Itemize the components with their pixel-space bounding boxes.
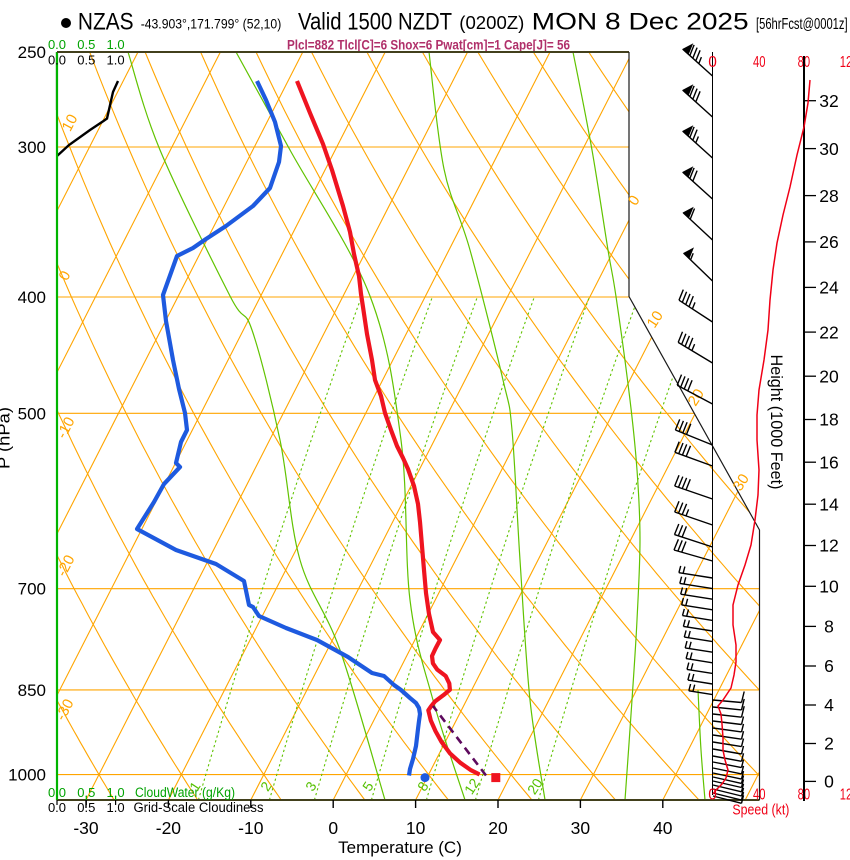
- svg-text:10: 10: [59, 112, 82, 135]
- svg-text:1.0: 1.0: [107, 37, 125, 52]
- svg-text:40: 40: [753, 787, 766, 804]
- svg-text:Height (1000 Feet): Height (1000 Feet): [767, 355, 785, 490]
- svg-text:Speed (kt): Speed (kt): [732, 802, 789, 819]
- svg-text:500: 500: [18, 404, 46, 423]
- svg-text:30: 30: [571, 818, 591, 838]
- svg-text:Temperature (C): Temperature (C): [338, 838, 462, 857]
- svg-text:0: 0: [708, 787, 717, 804]
- svg-text:Valid 1500 NZDT: Valid 1500 NZDT: [298, 9, 452, 36]
- svg-text:10: 10: [644, 308, 667, 331]
- svg-text:0.0: 0.0: [48, 785, 66, 800]
- svg-text:32: 32: [819, 91, 838, 111]
- svg-text:-20: -20: [156, 818, 182, 838]
- svg-text:26: 26: [819, 232, 838, 252]
- svg-text:CloudWater (g/Kg): CloudWater (g/Kg): [135, 785, 235, 800]
- svg-text:2: 2: [257, 778, 275, 793]
- svg-text:0: 0: [708, 54, 717, 71]
- svg-text:30: 30: [730, 471, 753, 494]
- svg-text:1.0: 1.0: [107, 800, 125, 815]
- svg-text:1.0: 1.0: [107, 53, 125, 68]
- svg-text:-10: -10: [238, 818, 264, 838]
- svg-text:1.0: 1.0: [107, 785, 125, 800]
- svg-text:0.0: 0.0: [48, 37, 66, 52]
- svg-text:14: 14: [819, 494, 839, 514]
- svg-text:20: 20: [488, 818, 508, 838]
- svg-text:0: 0: [328, 818, 338, 838]
- svg-text:-30: -30: [73, 818, 99, 838]
- svg-text:0: 0: [625, 192, 644, 208]
- svg-text:40: 40: [753, 54, 766, 71]
- svg-text:1000: 1000: [8, 766, 46, 785]
- svg-text:3: 3: [302, 778, 320, 793]
- svg-text:-43.903°,171.799° (52,10): -43.903°,171.799° (52,10): [141, 16, 282, 32]
- svg-text:0.5: 0.5: [77, 800, 95, 815]
- svg-text:22: 22: [819, 322, 838, 342]
- svg-text:NZAS: NZAS: [78, 9, 134, 36]
- svg-text:40: 40: [653, 818, 673, 838]
- svg-text:0: 0: [824, 772, 834, 792]
- svg-text:Grid-Scale Cloudiness: Grid-Scale Cloudiness: [134, 800, 264, 815]
- svg-text:2: 2: [824, 734, 834, 754]
- svg-text:6: 6: [824, 656, 834, 676]
- svg-text:0: 0: [56, 268, 75, 283]
- svg-text:P (hPa): P (hPa): [0, 407, 14, 469]
- svg-text:16: 16: [819, 452, 838, 472]
- svg-text:12: 12: [461, 775, 483, 797]
- svg-text:0.5: 0.5: [77, 53, 95, 68]
- svg-text:5: 5: [359, 778, 377, 793]
- svg-text:0.0: 0.0: [48, 800, 66, 815]
- svg-text:10: 10: [819, 577, 839, 597]
- svg-text:20: 20: [819, 366, 839, 386]
- svg-text:12: 12: [819, 536, 838, 556]
- svg-text:[56hrFcst@0001z]: [56hrFcst@0001z]: [756, 16, 848, 33]
- svg-text:20: 20: [524, 775, 546, 797]
- svg-text:12: 12: [840, 54, 850, 71]
- svg-text:MON 8 Dec 2025: MON 8 Dec 2025: [532, 9, 749, 36]
- svg-text:28: 28: [819, 186, 838, 206]
- svg-text:0.5: 0.5: [77, 785, 95, 800]
- svg-text:4: 4: [824, 695, 834, 715]
- svg-text:(0200Z): (0200Z): [459, 13, 524, 33]
- svg-text:24: 24: [819, 278, 839, 298]
- svg-text:700: 700: [18, 580, 46, 599]
- svg-text:300: 300: [18, 138, 46, 157]
- svg-text:10: 10: [406, 818, 426, 838]
- svg-text:Plcl=882 Tlcl[C]=6 Shox=6 Pwat: Plcl=882 Tlcl[C]=6 Shox=6 Pwat[cm]=1 Cap…: [287, 38, 570, 53]
- svg-text:12: 12: [840, 787, 850, 804]
- svg-text:850: 850: [18, 681, 46, 700]
- svg-text:8: 8: [824, 617, 834, 637]
- svg-text:0.5: 0.5: [77, 37, 95, 52]
- svg-text:250: 250: [18, 43, 46, 62]
- svg-text:400: 400: [18, 288, 46, 307]
- svg-text:0.0: 0.0: [48, 53, 66, 68]
- svg-text:18: 18: [819, 410, 838, 430]
- svg-text:30: 30: [819, 139, 839, 159]
